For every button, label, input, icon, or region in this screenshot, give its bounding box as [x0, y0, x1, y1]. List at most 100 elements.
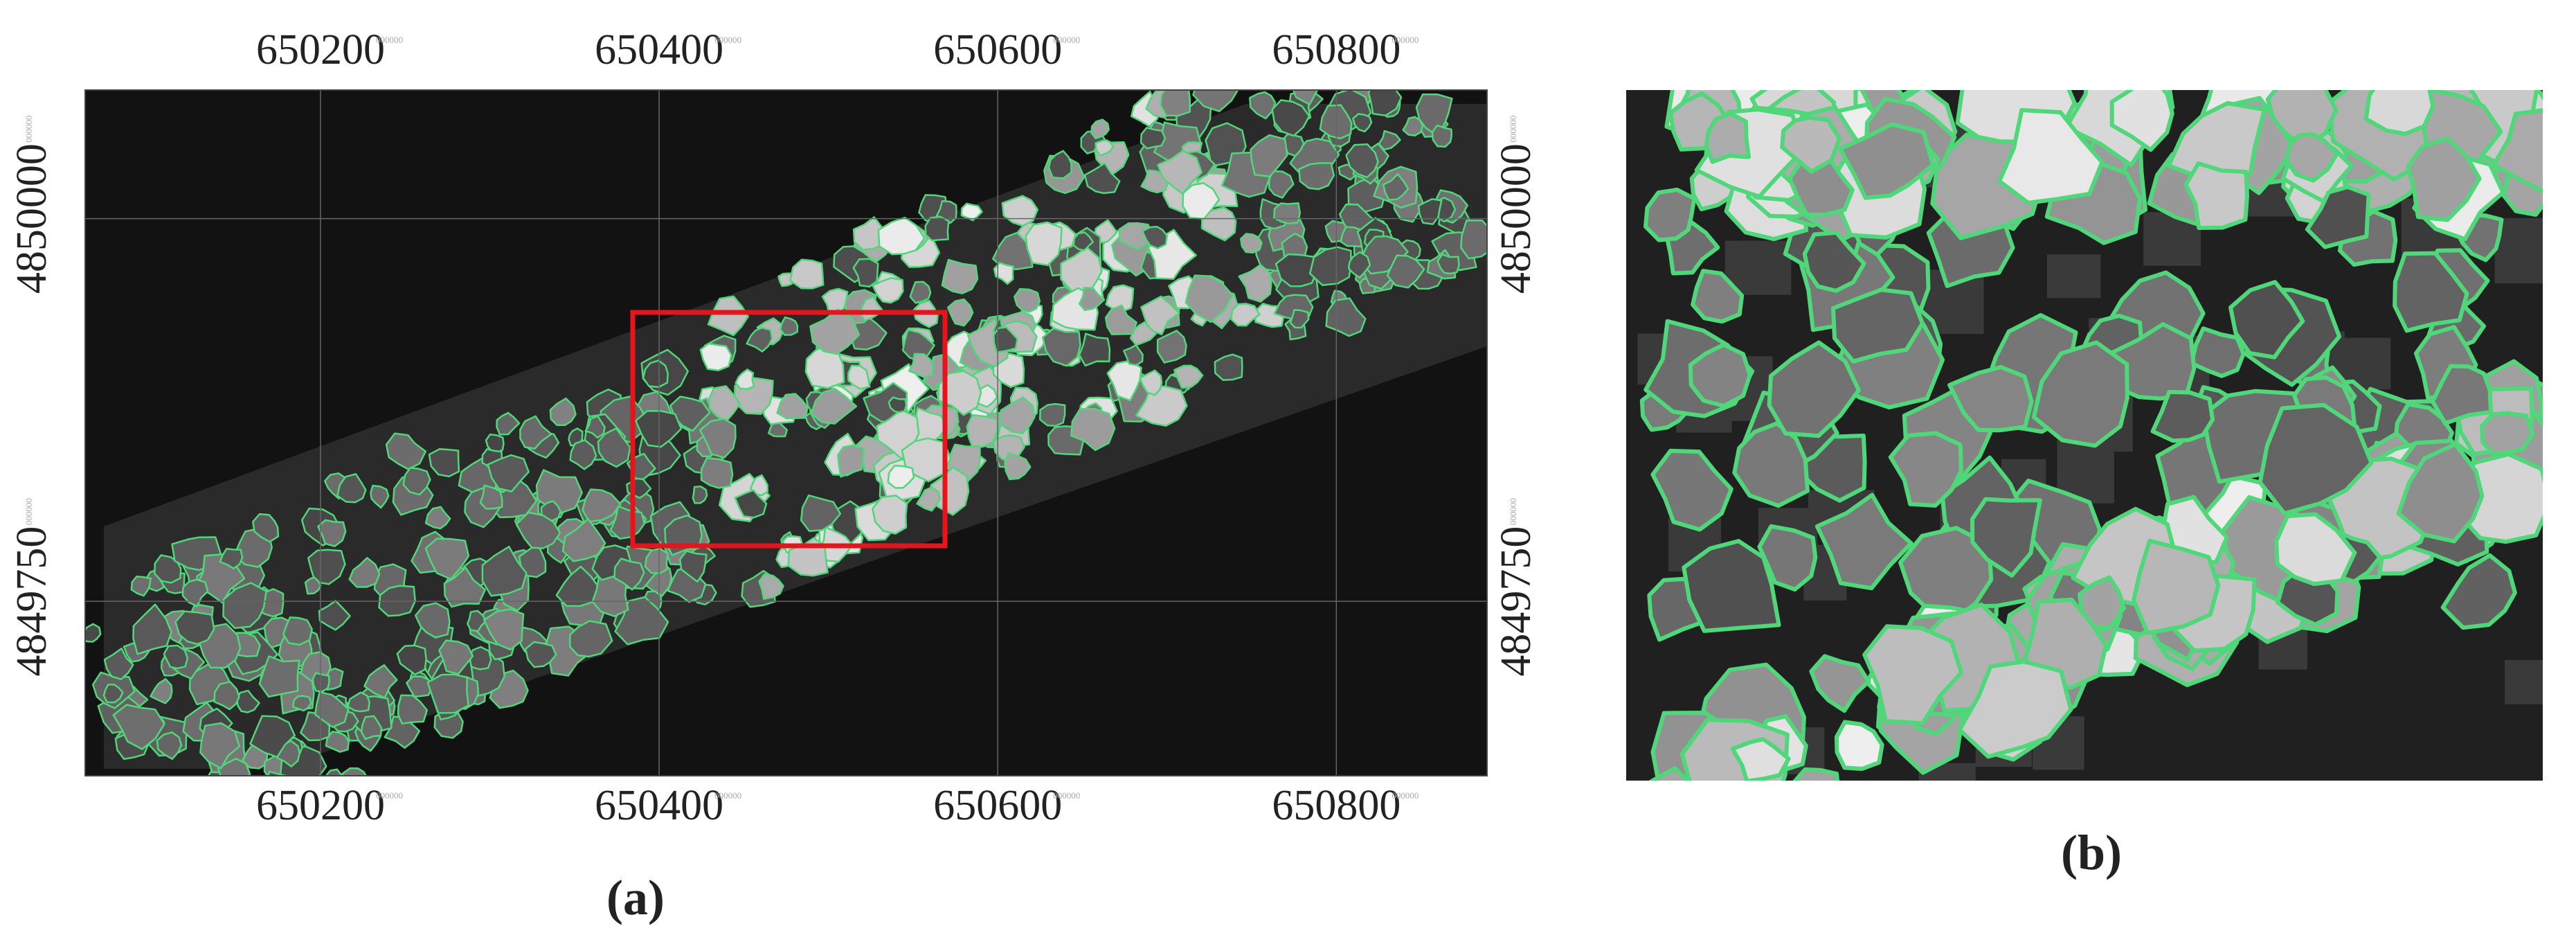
crown: [642, 359, 669, 389]
axes: 6502000000006502000000006504000000006504…: [8, 26, 1540, 829]
crown: [2228, 280, 2305, 359]
crown: [1767, 340, 1861, 438]
crown: [966, 414, 999, 450]
crown: [877, 216, 926, 256]
crown: [2109, 90, 2174, 152]
crown: [758, 573, 784, 601]
y-tick-label: 4849750: [1493, 526, 1540, 677]
tick-note: 000000: [24, 498, 34, 525]
crown: [524, 641, 557, 668]
crown: [1200, 206, 1237, 242]
crown: [852, 216, 885, 251]
tick-note: 000000: [376, 790, 403, 801]
crown: [941, 258, 979, 294]
crown: [1319, 104, 1353, 140]
crown: [150, 678, 173, 704]
crown: [669, 396, 711, 432]
crown: [1083, 162, 1121, 195]
crown: [102, 683, 124, 704]
crown: [1275, 253, 1318, 287]
crown: [217, 758, 251, 776]
crown: [992, 231, 1034, 270]
crown: [267, 770, 292, 776]
crown: [837, 444, 865, 478]
crown: [1159, 90, 1191, 117]
crown: [549, 397, 577, 427]
crown: [789, 258, 825, 290]
tick-note: 000000: [714, 790, 741, 801]
crown: [385, 432, 427, 470]
crown: [1157, 150, 1203, 195]
crown: [2183, 161, 2249, 230]
tick-note: 000000: [1508, 116, 1518, 143]
crown: [1402, 116, 1424, 136]
crown: [2440, 553, 2517, 630]
crown: [481, 545, 528, 597]
crown: [363, 664, 398, 699]
crown: [347, 691, 370, 713]
crown: [1272, 202, 1301, 224]
crown: [428, 448, 460, 478]
crown: [483, 608, 525, 651]
crown: [154, 846, 188, 882]
x-tick-label: 650400: [595, 782, 723, 829]
crown: [635, 409, 683, 448]
crown: [1831, 287, 1925, 364]
crown: [2480, 411, 2535, 456]
crown: [1834, 720, 1884, 771]
x-tick-label: 650200: [256, 26, 385, 73]
crown: [130, 576, 152, 597]
crown: [496, 411, 521, 436]
crown: [852, 258, 879, 288]
crown: [1185, 274, 1234, 323]
crown: [776, 393, 809, 420]
crown: [2285, 132, 2339, 183]
crown: [1041, 327, 1081, 367]
crown: [779, 316, 799, 336]
crown: [1367, 90, 1403, 117]
crown: [692, 486, 708, 504]
crown: [348, 557, 381, 588]
crown: [810, 387, 858, 425]
y-tick-label: 4849750: [8, 526, 55, 677]
caption: (a): [606, 870, 665, 925]
crown: [406, 675, 433, 698]
crown: [360, 715, 383, 740]
crown: [518, 542, 547, 578]
crown: [1078, 332, 1111, 367]
crown: [901, 437, 952, 483]
crown: [1070, 408, 1116, 452]
crown: [1105, 284, 1135, 312]
panel-b: (b): [1626, 90, 2543, 880]
crown: [872, 277, 904, 304]
crown: [1436, 254, 1460, 275]
crown: [749, 474, 769, 497]
crown: [314, 691, 350, 728]
crown: [2406, 136, 2482, 222]
crown: [1682, 539, 1781, 633]
crown: [1838, 122, 1936, 200]
crown: [1648, 766, 1691, 781]
crown: [1997, 108, 2105, 205]
crown: [699, 418, 737, 459]
crown: [2078, 575, 2125, 630]
crown: [2274, 512, 2357, 587]
tick-note: 000000: [1391, 35, 1418, 45]
crown: [800, 494, 842, 533]
x-tick-label: 650600: [933, 26, 1062, 73]
crown: [1704, 111, 1751, 164]
crown: [1214, 353, 1243, 382]
crown: [1192, 90, 1239, 112]
crown: [1352, 113, 1373, 133]
crown: [1417, 198, 1443, 225]
crown: [1757, 524, 1818, 592]
crown: [199, 722, 240, 770]
crown: [937, 370, 982, 416]
crown: [1025, 221, 1063, 267]
crown: [1670, 779, 1676, 781]
crown: [1238, 264, 1272, 303]
crown-layer: [1637, 90, 2543, 781]
crown: [993, 326, 1018, 354]
crown: [402, 467, 431, 496]
crown: [1643, 187, 1697, 242]
